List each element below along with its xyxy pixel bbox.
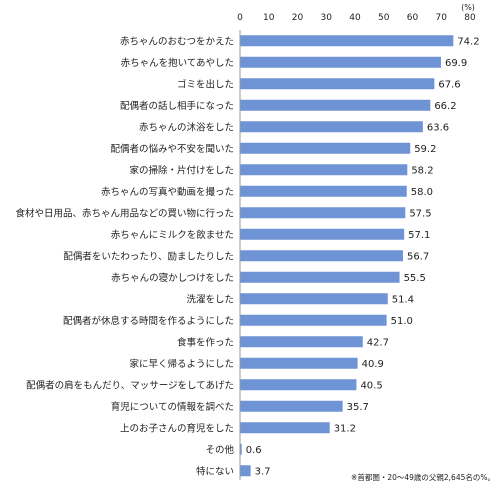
bar bbox=[240, 379, 357, 391]
category-label: 赤ちゃんの写真や動画を撮った bbox=[101, 186, 234, 198]
value-label: 0.6 bbox=[246, 445, 262, 456]
bar bbox=[240, 164, 408, 176]
x-tick-label: 70 bbox=[436, 13, 448, 23]
bar bbox=[240, 293, 388, 305]
category-label: 赤ちゃんを抱いてあやした bbox=[121, 57, 234, 69]
value-label: 69.9 bbox=[445, 58, 467, 69]
value-label: 56.7 bbox=[407, 251, 429, 262]
x-tick-label: 80 bbox=[464, 13, 476, 23]
category-label: 上のお子さんの育児をした bbox=[120, 422, 234, 434]
value-label: 67.6 bbox=[438, 79, 460, 90]
category-label: 特にない bbox=[196, 465, 234, 477]
bar bbox=[240, 35, 454, 47]
category-label: ゴミを出した bbox=[177, 78, 234, 90]
value-label: 58.0 bbox=[411, 187, 433, 198]
category-label: 配偶者をいたわったり、励ましたりした bbox=[63, 250, 234, 262]
value-label: 35.7 bbox=[347, 402, 369, 413]
value-label: 59.2 bbox=[414, 144, 436, 155]
category-label: 赤ちゃんのおむつをかえた bbox=[120, 36, 234, 47]
bar bbox=[240, 271, 400, 283]
category-label: その他 bbox=[205, 444, 234, 456]
value-label: 63.6 bbox=[427, 122, 449, 133]
category-label: 洗濯をした bbox=[186, 293, 234, 305]
value-label: 51.0 bbox=[391, 316, 413, 327]
value-label: 57.5 bbox=[409, 208, 431, 219]
footnote: ※首都圏・20～49歳の父親2,645名の%。 bbox=[351, 472, 495, 482]
x-tick-label: 0 bbox=[237, 13, 243, 23]
x-tick-label: 30 bbox=[321, 13, 333, 23]
category-label: 配偶者の悩みや不安を聞いた bbox=[110, 143, 234, 155]
x-tick-label: 20 bbox=[292, 13, 304, 23]
bar bbox=[240, 465, 251, 477]
bar bbox=[240, 400, 343, 412]
x-tick-label: 40 bbox=[349, 13, 361, 23]
category-label: 育児についての情報を調べた bbox=[111, 401, 234, 413]
x-tick-label: 60 bbox=[407, 13, 419, 23]
bar bbox=[240, 314, 387, 326]
bar bbox=[240, 99, 431, 111]
value-label: 74.2 bbox=[457, 36, 479, 47]
category-label: 食事を作った bbox=[177, 336, 234, 348]
category-label: 赤ちゃんの沐浴をした bbox=[139, 121, 234, 133]
bar bbox=[240, 357, 358, 369]
category-label: 配偶者の話し相手になった bbox=[120, 100, 234, 112]
category-label: 赤ちゃんにミルクを飲ませた bbox=[111, 229, 234, 241]
bar bbox=[240, 142, 411, 154]
value-label: 55.5 bbox=[404, 273, 426, 284]
category-label: 赤ちゃんの寝かしつけをした bbox=[111, 272, 234, 284]
value-label: 51.4 bbox=[392, 294, 414, 305]
bar bbox=[240, 185, 407, 197]
bar bbox=[240, 228, 405, 240]
bar bbox=[240, 422, 330, 434]
category-label: 配偶者が休息する時間を作るようにした bbox=[63, 315, 234, 327]
value-label: 66.2 bbox=[434, 101, 456, 112]
value-label: 42.7 bbox=[367, 337, 389, 348]
x-tick-label: 10 bbox=[263, 13, 275, 23]
value-label: 57.1 bbox=[408, 230, 430, 241]
value-label: 31.2 bbox=[334, 423, 356, 434]
category-label: 配偶者の肩をもんだり、マッサージをしてあげた bbox=[26, 379, 234, 391]
category-label: 家に早く帰るようにした bbox=[129, 358, 234, 370]
bar bbox=[240, 56, 441, 68]
x-tick-label: 50 bbox=[378, 13, 390, 23]
value-label: 40.5 bbox=[360, 380, 382, 391]
value-label: 3.7 bbox=[255, 466, 271, 477]
unit-label: (%) bbox=[461, 3, 475, 12]
value-label: 40.9 bbox=[362, 359, 384, 370]
category-label: 家の掃除・片付けをした bbox=[129, 164, 234, 176]
category-label: 食材や日用品、赤ちゃん用品などの買い物に行った bbox=[15, 207, 234, 219]
bar bbox=[240, 121, 423, 133]
bar bbox=[240, 250, 404, 262]
bar bbox=[240, 207, 406, 219]
bar bbox=[240, 443, 242, 455]
bar bbox=[240, 336, 363, 348]
value-label: 58.2 bbox=[411, 165, 433, 176]
bar bbox=[240, 78, 435, 90]
